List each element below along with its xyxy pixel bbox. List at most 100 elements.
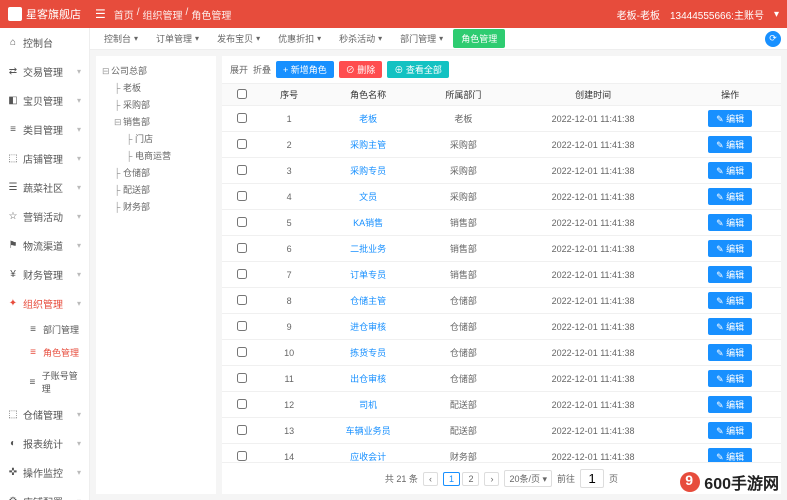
sidebar-item[interactable]: ≡类目管理▾ <box>0 115 89 144</box>
edit-button[interactable]: ✎ 编辑 <box>708 448 752 462</box>
edit-button[interactable]: ✎ 编辑 <box>708 292 752 309</box>
cell-role-name[interactable]: 老板 <box>316 106 419 132</box>
sidebar-item[interactable]: ⬚店铺管理▾ <box>0 144 89 173</box>
sidebar-item[interactable]: ⬚仓储管理▾ <box>0 400 89 429</box>
cell-role-name[interactable]: 进仓审核 <box>316 314 419 340</box>
cell-role-name[interactable]: 文员 <box>316 184 419 210</box>
pager-goto-input[interactable] <box>580 469 604 488</box>
tab[interactable]: 发布宝贝▾ <box>209 29 268 48</box>
cell-role-name[interactable]: 应收会计 <box>316 444 419 463</box>
cell-role-name[interactable]: 司机 <box>316 392 419 418</box>
tab-close-icon[interactable]: ▾ <box>317 34 321 43</box>
tab[interactable]: 控制台▾ <box>96 29 146 48</box>
tab-close-icon[interactable]: ▾ <box>256 34 260 43</box>
dropdown-icon[interactable]: ▾ <box>774 9 779 20</box>
edit-button[interactable]: ✎ 编辑 <box>708 162 752 179</box>
edit-button[interactable]: ✎ 编辑 <box>708 318 752 335</box>
collapse-link[interactable]: 折叠 <box>253 63 271 76</box>
sidebar-item[interactable]: ☰蔬菜社区▾ <box>0 173 89 202</box>
pager-page[interactable]: 1 <box>443 472 460 486</box>
row-checkbox[interactable] <box>237 191 247 201</box>
sidebar-item[interactable]: ¥财务管理▾ <box>0 260 89 289</box>
edit-button[interactable]: ✎ 编辑 <box>708 110 752 127</box>
tab[interactable]: 优惠折扣▾ <box>270 29 329 48</box>
row-checkbox[interactable] <box>237 451 247 461</box>
row-checkbox[interactable] <box>237 425 247 435</box>
tab[interactable]: 秒杀活动▾ <box>331 29 390 48</box>
add-role-button[interactable]: + 新增角色 <box>276 61 334 78</box>
edit-button[interactable]: ✎ 编辑 <box>708 136 752 153</box>
cell-role-name[interactable]: 订单专员 <box>316 262 419 288</box>
tab[interactable]: 部门管理▾ <box>392 29 451 48</box>
pager-page[interactable]: 2 <box>462 472 479 486</box>
sidebar-item[interactable]: ✜操作监控▾ <box>0 458 89 487</box>
pager-size-select[interactable]: 20条/页 ▾ <box>504 470 552 487</box>
delete-button[interactable]: ⊘ 删除 <box>339 61 383 78</box>
cell-role-name[interactable]: KA销售 <box>316 210 419 236</box>
tree-node[interactable]: ├门店 <box>126 130 210 147</box>
cell-role-name[interactable]: 二批业务 <box>316 236 419 262</box>
tab-close-icon[interactable]: ▾ <box>439 34 443 43</box>
cell-role-name[interactable]: 出仓审核 <box>316 366 419 392</box>
row-checkbox[interactable] <box>237 399 247 409</box>
menu-toggle-icon[interactable]: ☰ <box>95 7 106 21</box>
tab-close-icon[interactable]: ▾ <box>134 34 138 43</box>
expand-link[interactable]: 展开 <box>230 63 248 76</box>
edit-button[interactable]: ✎ 编辑 <box>708 188 752 205</box>
sidebar-subitem[interactable]: ≡角色管理 <box>20 341 89 364</box>
sidebar-item[interactable]: ⚑物流渠道▾ <box>0 231 89 260</box>
tree-node[interactable]: ├采购部 <box>114 96 210 113</box>
user-role[interactable]: 老板-老板 <box>617 7 660 22</box>
row-checkbox[interactable] <box>237 165 247 175</box>
edit-button[interactable]: ✎ 编辑 <box>708 370 752 387</box>
cell-role-name[interactable]: 采购专员 <box>316 158 419 184</box>
select-all-checkbox[interactable] <box>237 89 247 99</box>
tree-node[interactable]: ├老板 <box>114 79 210 96</box>
tree-node[interactable]: ├财务部 <box>114 198 210 215</box>
row-checkbox[interactable] <box>237 295 247 305</box>
tree-node[interactable]: ├仓储部 <box>114 164 210 181</box>
tab-close-icon[interactable]: ▾ <box>378 34 382 43</box>
edit-button[interactable]: ✎ 编辑 <box>708 214 752 231</box>
cell-role-name[interactable]: 车辆业务员 <box>316 418 419 444</box>
sidebar-item[interactable]: ◐报表统计▾ <box>0 429 89 458</box>
row-checkbox[interactable] <box>237 373 247 383</box>
cell-role-name[interactable]: 仓储主管 <box>316 288 419 314</box>
sidebar-item[interactable]: ✦组织管理▾ <box>0 289 89 318</box>
tree-node[interactable]: ⊟销售部 <box>114 113 210 130</box>
crumb[interactable]: 角色管理 <box>191 7 231 22</box>
view-all-button[interactable]: ⊕ 查看全部 <box>387 61 449 78</box>
pager-next[interactable]: › <box>484 472 499 486</box>
row-checkbox[interactable] <box>237 269 247 279</box>
user-phone[interactable]: 13444555666:主账号 <box>670 7 764 22</box>
sidebar-item[interactable]: ⌂控制台 <box>0 28 89 57</box>
pager-prev[interactable]: ‹ <box>423 472 438 486</box>
sidebar-subitem[interactable]: ≡部门管理 <box>20 318 89 341</box>
tab[interactable]: 订单管理▾ <box>148 29 207 48</box>
sidebar-item[interactable]: ◧宝贝管理▾ <box>0 86 89 115</box>
crumb[interactable]: 首页 <box>114 7 134 22</box>
row-checkbox[interactable] <box>237 217 247 227</box>
edit-button[interactable]: ✎ 编辑 <box>708 266 752 283</box>
cell-role-name[interactable]: 采购主管 <box>316 132 419 158</box>
crumb[interactable]: 组织管理 <box>143 7 183 22</box>
row-checkbox[interactable] <box>237 139 247 149</box>
tree-node[interactable]: ├配送部 <box>114 181 210 198</box>
row-checkbox[interactable] <box>237 113 247 123</box>
tab-close-icon[interactable]: ▾ <box>195 34 199 43</box>
tree-root[interactable]: ⊟公司总部 <box>102 62 210 79</box>
sidebar-item[interactable]: ☆营销活动▾ <box>0 202 89 231</box>
sidebar-subitem[interactable]: ≡子账号管理 <box>20 364 89 400</box>
sidebar-item[interactable]: ⚙店铺配置▾ <box>0 487 89 500</box>
row-checkbox[interactable] <box>237 347 247 357</box>
tab[interactable]: 角色管理 <box>453 29 505 48</box>
cell-role-name[interactable]: 拣货专员 <box>316 340 419 366</box>
edit-button[interactable]: ✎ 编辑 <box>708 240 752 257</box>
row-checkbox[interactable] <box>237 243 247 253</box>
row-checkbox[interactable] <box>237 321 247 331</box>
edit-button[interactable]: ✎ 编辑 <box>708 422 752 439</box>
tree-node[interactable]: ├电商运营 <box>126 147 210 164</box>
tabs-menu-icon[interactable]: ⟳ <box>765 31 781 47</box>
edit-button[interactable]: ✎ 编辑 <box>708 396 752 413</box>
sidebar-item[interactable]: ⇄交易管理▾ <box>0 57 89 86</box>
